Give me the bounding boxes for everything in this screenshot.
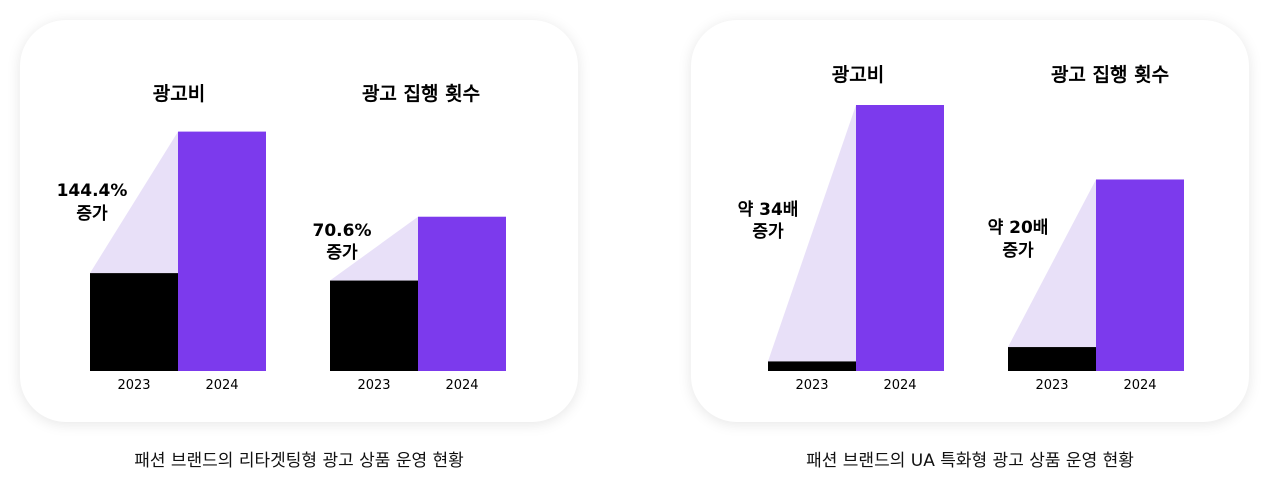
growth-annotation: 증가 xyxy=(752,222,784,242)
tick-label-2024: 2024 xyxy=(883,378,916,393)
bar-2023 xyxy=(1008,347,1096,371)
growth-annotation: 144.4% xyxy=(57,181,128,201)
tick-label-2023: 2023 xyxy=(357,378,390,393)
bar-2023 xyxy=(330,280,418,371)
chart-retargeting-ad-spend: 광고비 144.4% 증가 2023 2024 xyxy=(57,83,266,393)
growth-wedge xyxy=(330,216,418,281)
tick-label-2023: 2023 xyxy=(795,378,828,393)
tick-label-2023: 2023 xyxy=(1035,378,1068,393)
tick-label-2024: 2024 xyxy=(445,378,478,393)
bar-2024 xyxy=(1096,179,1184,371)
caption-retargeting: 패션 브랜드의 리타겟팅형 광고 상품 운영 현황 xyxy=(134,451,464,471)
bar-2024 xyxy=(178,131,266,371)
bar-2023 xyxy=(768,361,856,371)
bar-2024 xyxy=(856,105,944,371)
growth-wedge xyxy=(768,105,856,362)
bar-2023 xyxy=(90,273,178,371)
caption-ua: 패션 브랜드의 UA 특화형 광고 상품 운영 현황 xyxy=(806,451,1134,471)
bar-2024 xyxy=(418,216,506,371)
chart-title: 광고 집행 횟수 xyxy=(362,83,480,105)
chart-title: 광고비 xyxy=(153,83,205,105)
growth-annotation: 증가 xyxy=(76,204,108,224)
tick-label-2024: 2024 xyxy=(1123,378,1156,393)
chart-title: 광고비 xyxy=(832,64,884,86)
growth-annotation: 증가 xyxy=(326,243,358,263)
growth-annotation: 70.6% xyxy=(313,221,372,241)
growth-annotation: 증가 xyxy=(1002,241,1034,261)
growth-annotation: 약 34배 xyxy=(738,199,799,220)
growth-wedge xyxy=(90,131,178,274)
tick-label-2023: 2023 xyxy=(117,378,150,393)
chart-retargeting-run-count: 광고 집행 횟수 70.6%증가 2023 2024 xyxy=(313,83,506,393)
tick-label-2024: 2024 xyxy=(205,378,238,393)
chart-title: 광고 집행 횟수 xyxy=(1051,64,1169,86)
growth-wedge xyxy=(1008,179,1096,348)
growth-annotation: 약 20배 xyxy=(988,217,1049,238)
